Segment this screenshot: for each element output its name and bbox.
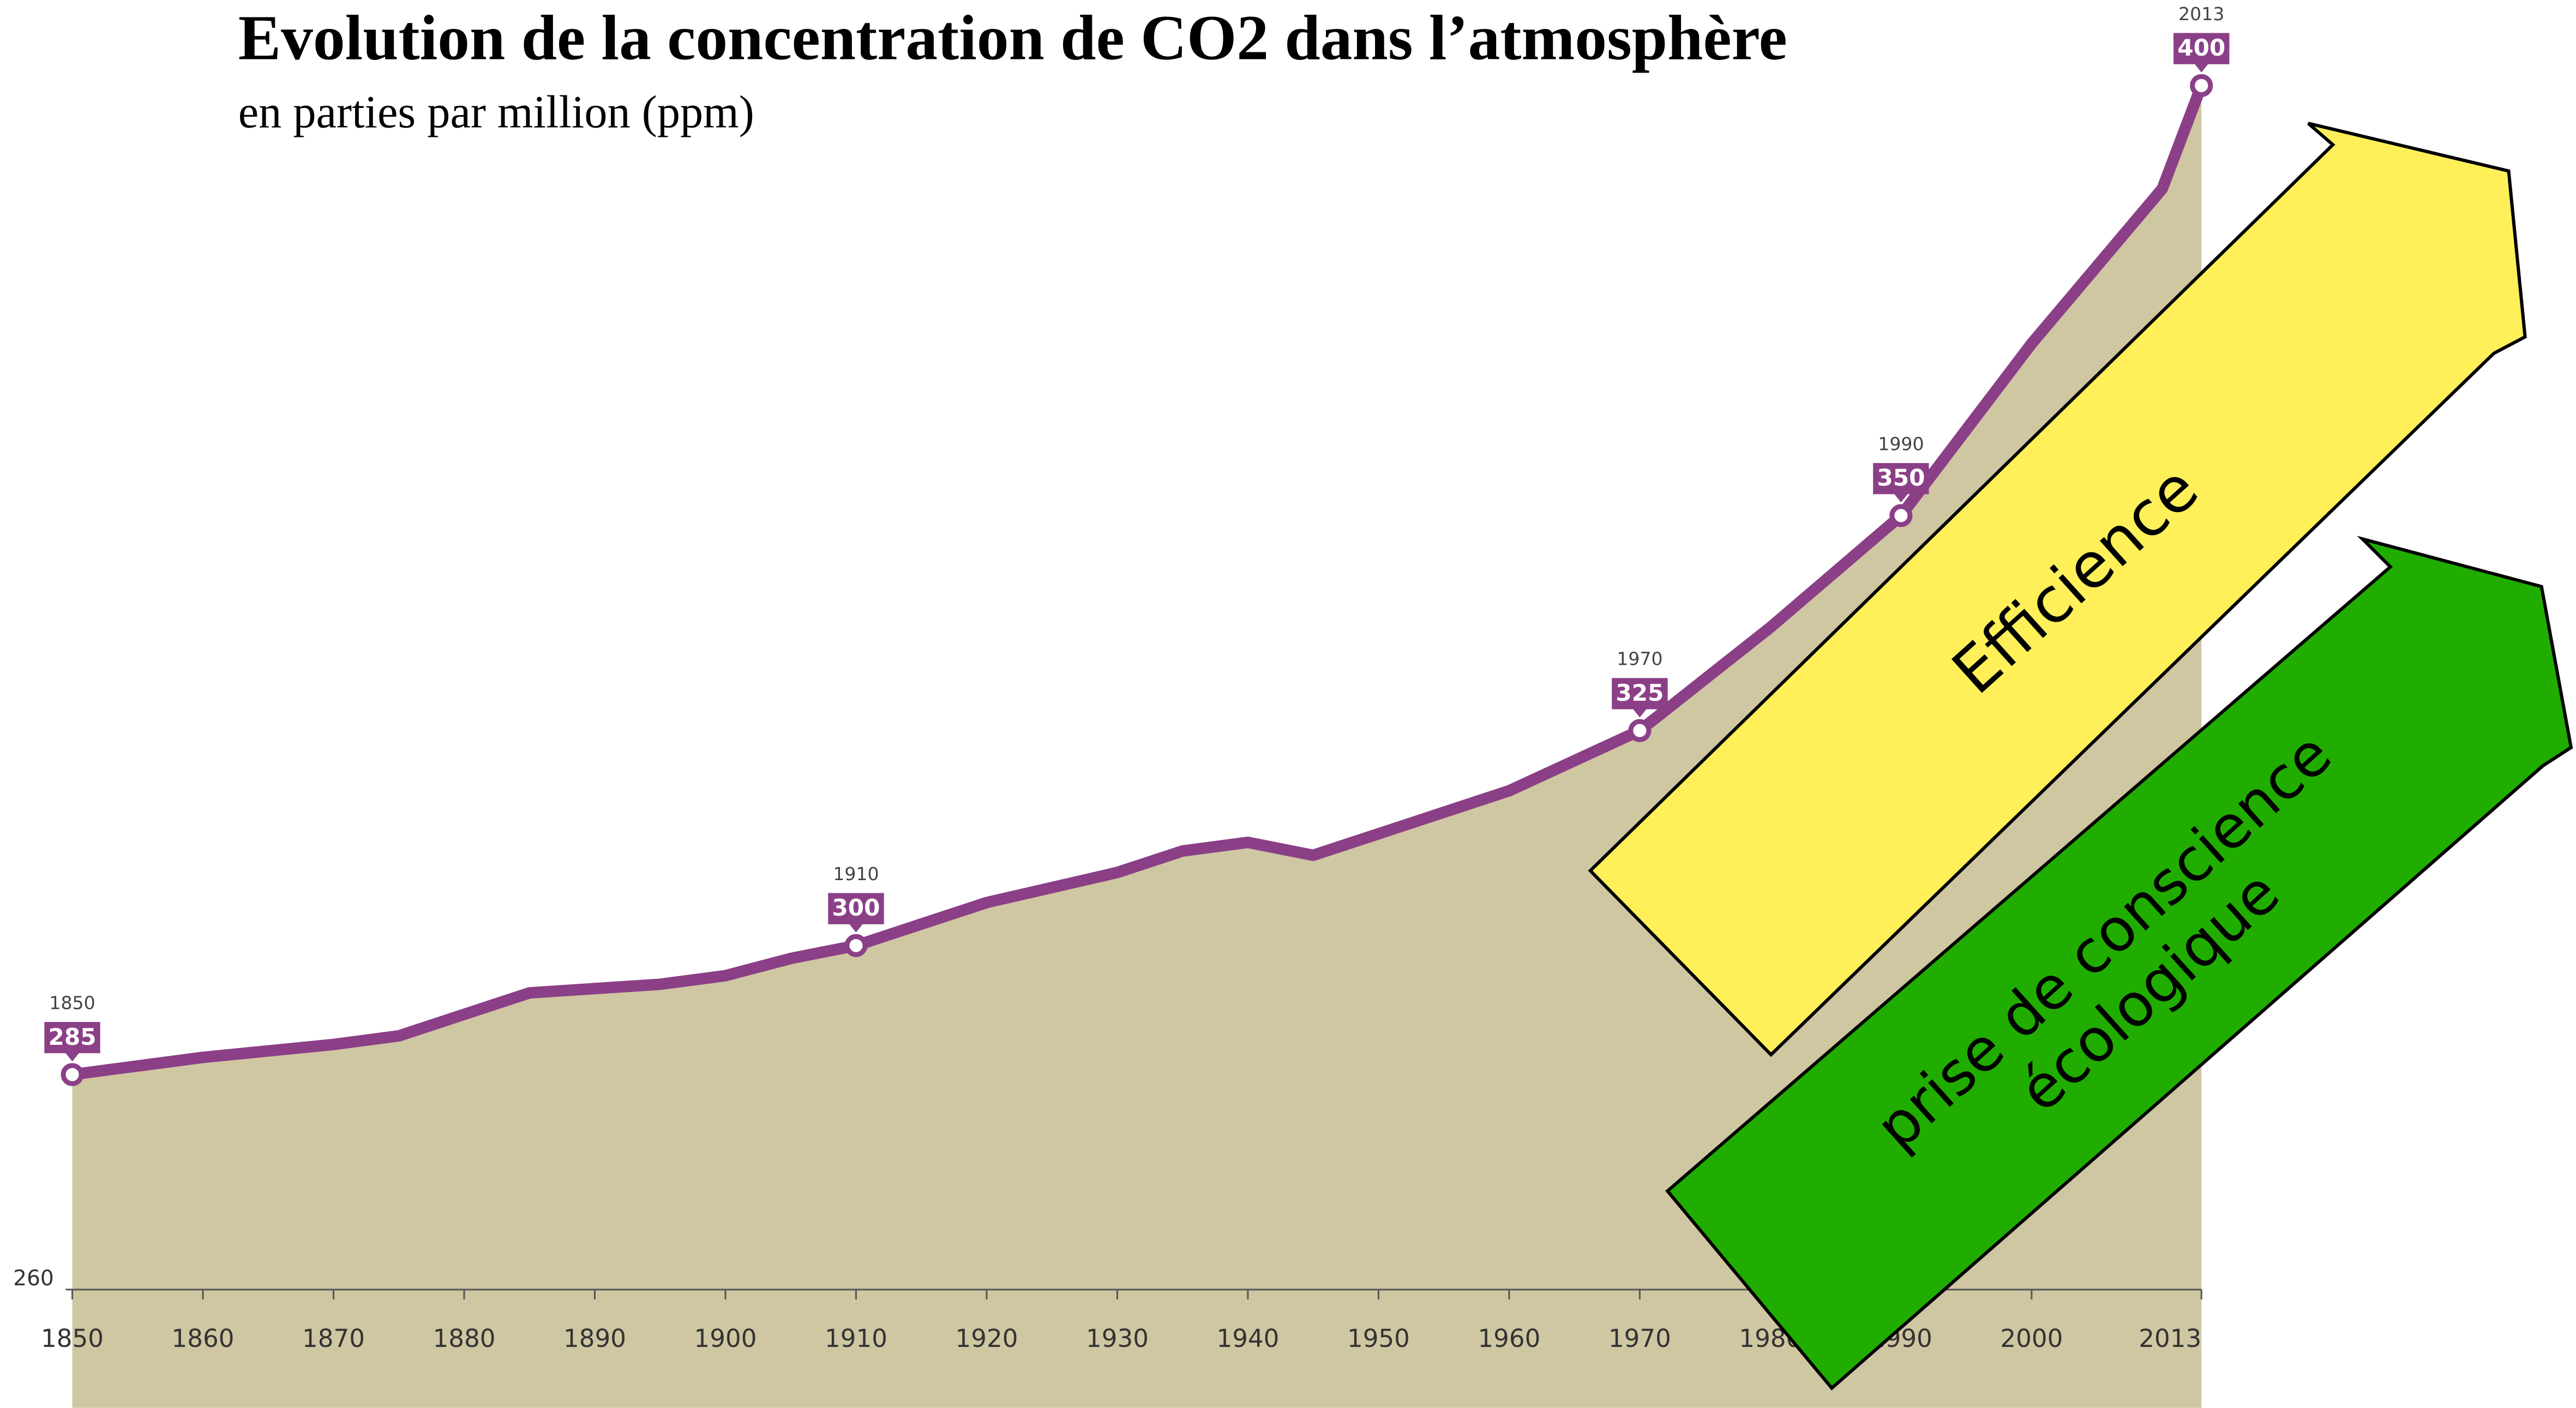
- x-tick-label: 2000: [2000, 1324, 2063, 1353]
- chart-subtitle: en parties par million (ppm): [238, 87, 754, 138]
- x-tick-label: 1910: [825, 1324, 887, 1353]
- marker: [61, 1063, 84, 1086]
- x-tick-label: 1960: [1478, 1324, 1540, 1353]
- x-tick-label: 1870: [302, 1324, 365, 1353]
- value-label: 300: [832, 894, 880, 921]
- year-label: 1910: [833, 863, 879, 884]
- x-tick-label: 1900: [694, 1324, 757, 1353]
- x-tick-label: 1920: [955, 1324, 1018, 1353]
- year-label: 1990: [1878, 433, 1924, 454]
- x-tick-label: 1850: [41, 1324, 104, 1353]
- value-tag: [44, 1022, 100, 1062]
- x-tick-label: 1930: [1086, 1324, 1149, 1353]
- value-tag: [1612, 678, 1668, 718]
- marker: [1628, 719, 1652, 742]
- x-tick-label: 1890: [563, 1324, 626, 1353]
- value-tag: [1873, 463, 1929, 503]
- line: [66, 80, 2207, 1081]
- year-label: 1850: [49, 992, 95, 1014]
- value-label: 350: [1877, 465, 1925, 491]
- chart-title: Evolution de la concentration de CO2 dan…: [238, 3, 1787, 74]
- value-label: 400: [2177, 34, 2225, 61]
- arrow: [1665, 535, 2573, 1391]
- value-tag: [2173, 33, 2230, 73]
- value-label: 285: [49, 1024, 97, 1050]
- marker: [2190, 74, 2213, 98]
- x-tick-label: 1940: [1216, 1324, 1279, 1353]
- value-tag: [828, 893, 884, 932]
- x-tick-label: 1860: [172, 1324, 235, 1353]
- marker: [844, 934, 868, 958]
- x-tick-label: 1880: [433, 1324, 496, 1353]
- x-tick-label: 1970: [1608, 1324, 1671, 1353]
- area: [72, 85, 2202, 1408]
- marker: [1889, 504, 1913, 527]
- year-label: 2013: [2178, 3, 2224, 25]
- y-tick-label: 260: [13, 1266, 54, 1291]
- x-tick-label: 1950: [1347, 1324, 1410, 1353]
- arrow: [1588, 122, 2527, 1057]
- value-label: 325: [1616, 679, 1664, 706]
- year-label: 1970: [1617, 648, 1662, 670]
- x-tick-label: 2013: [2139, 1324, 2201, 1353]
